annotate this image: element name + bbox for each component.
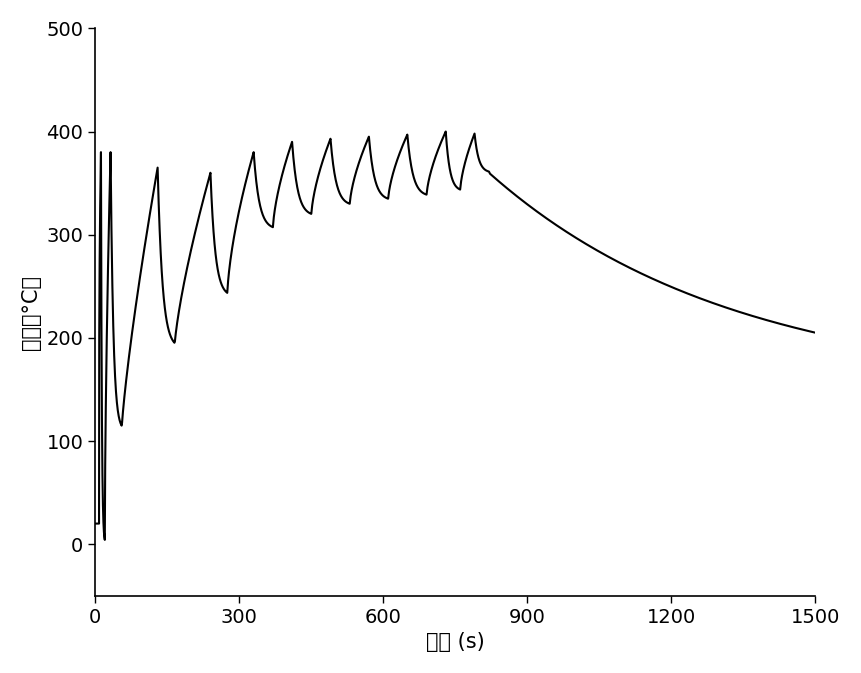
Y-axis label: 温度（°C）: 温度（°C） bbox=[21, 275, 40, 349]
X-axis label: 时间 (s): 时间 (s) bbox=[426, 632, 485, 652]
